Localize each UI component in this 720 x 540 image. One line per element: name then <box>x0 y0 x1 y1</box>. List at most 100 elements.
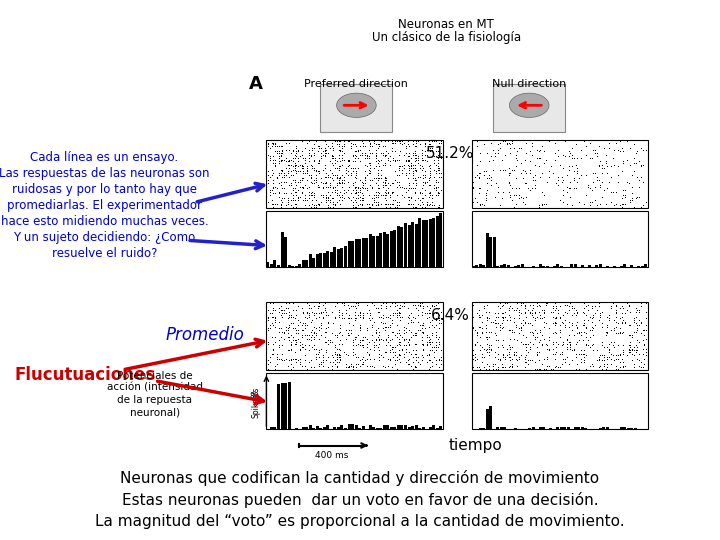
Bar <box>411 426 414 429</box>
Bar <box>266 373 443 429</box>
Bar <box>503 265 506 267</box>
Bar <box>581 265 584 267</box>
Bar <box>496 427 499 429</box>
Bar <box>316 426 319 429</box>
Bar <box>496 266 499 267</box>
Bar <box>624 264 626 267</box>
Text: Estas neuronas pueden  dar un voto en favor de una decisión.: Estas neuronas pueden dar un voto en fav… <box>122 491 598 508</box>
Bar <box>266 211 443 267</box>
Bar <box>644 264 647 267</box>
Bar <box>598 428 602 429</box>
Bar <box>302 427 305 429</box>
Bar <box>316 254 319 267</box>
Bar <box>408 225 410 267</box>
Bar <box>294 428 297 429</box>
Bar <box>500 265 503 267</box>
Bar <box>376 235 379 267</box>
Bar <box>379 233 382 267</box>
Bar <box>627 428 630 429</box>
Bar <box>620 427 623 429</box>
Bar <box>620 266 623 267</box>
Bar <box>542 266 545 267</box>
Bar <box>531 427 534 429</box>
Bar <box>351 424 354 429</box>
Bar <box>358 239 361 267</box>
Bar <box>570 264 573 267</box>
Bar <box>383 232 386 267</box>
Bar <box>634 428 637 429</box>
Bar <box>602 427 605 429</box>
Bar <box>291 266 294 267</box>
Ellipse shape <box>510 93 549 117</box>
Bar <box>585 428 588 429</box>
Bar <box>549 428 552 429</box>
Bar <box>418 428 421 429</box>
Bar <box>479 428 482 429</box>
Bar <box>418 218 421 267</box>
Bar <box>266 261 269 267</box>
Bar <box>574 427 577 429</box>
Bar <box>439 213 442 267</box>
Bar <box>320 84 392 132</box>
Bar <box>393 427 397 429</box>
Bar <box>436 216 438 267</box>
Bar <box>333 247 336 267</box>
Bar <box>397 426 400 429</box>
Bar <box>490 237 492 267</box>
Bar <box>553 266 556 267</box>
Bar <box>595 265 598 267</box>
Bar <box>500 427 503 429</box>
Bar <box>613 266 616 267</box>
Bar <box>422 427 425 429</box>
Text: Spikes/s: Spikes/s <box>251 387 260 418</box>
Bar <box>390 231 393 267</box>
Bar <box>320 253 323 267</box>
Text: 80: 80 <box>250 393 259 401</box>
Bar <box>369 234 372 267</box>
Bar <box>309 254 312 267</box>
Bar <box>302 260 305 267</box>
Bar <box>422 220 425 267</box>
Bar <box>563 428 567 429</box>
Bar <box>482 428 485 429</box>
Bar <box>518 265 521 267</box>
Bar <box>531 266 534 267</box>
Bar <box>472 140 648 208</box>
Bar <box>358 428 361 429</box>
Bar <box>270 427 273 429</box>
Bar <box>344 246 347 267</box>
Bar <box>475 265 478 267</box>
Bar <box>274 427 276 429</box>
Text: tiempo: tiempo <box>449 438 502 453</box>
Bar <box>546 266 549 267</box>
Bar <box>493 84 565 132</box>
Bar <box>281 232 284 267</box>
Bar <box>521 264 524 267</box>
Bar <box>287 265 291 267</box>
Bar <box>277 383 280 429</box>
Bar <box>472 266 474 267</box>
Bar <box>514 428 517 429</box>
Bar <box>361 426 364 429</box>
Bar <box>432 425 435 429</box>
Bar <box>326 426 329 429</box>
Bar <box>472 302 648 370</box>
Bar <box>365 238 368 267</box>
Bar <box>281 383 284 429</box>
Bar <box>337 427 340 429</box>
Bar <box>270 265 273 267</box>
Bar <box>631 265 634 267</box>
Bar <box>348 241 351 267</box>
Bar <box>641 266 644 267</box>
Bar <box>486 233 489 267</box>
Bar <box>277 265 280 267</box>
Bar <box>312 258 315 267</box>
Bar <box>361 238 364 267</box>
Bar <box>390 427 393 429</box>
Text: Preferred direction: Preferred direction <box>305 79 408 89</box>
Bar <box>284 383 287 429</box>
Bar <box>425 220 428 267</box>
Bar <box>383 425 386 429</box>
Bar <box>274 260 276 267</box>
Text: Null direction: Null direction <box>492 79 567 89</box>
